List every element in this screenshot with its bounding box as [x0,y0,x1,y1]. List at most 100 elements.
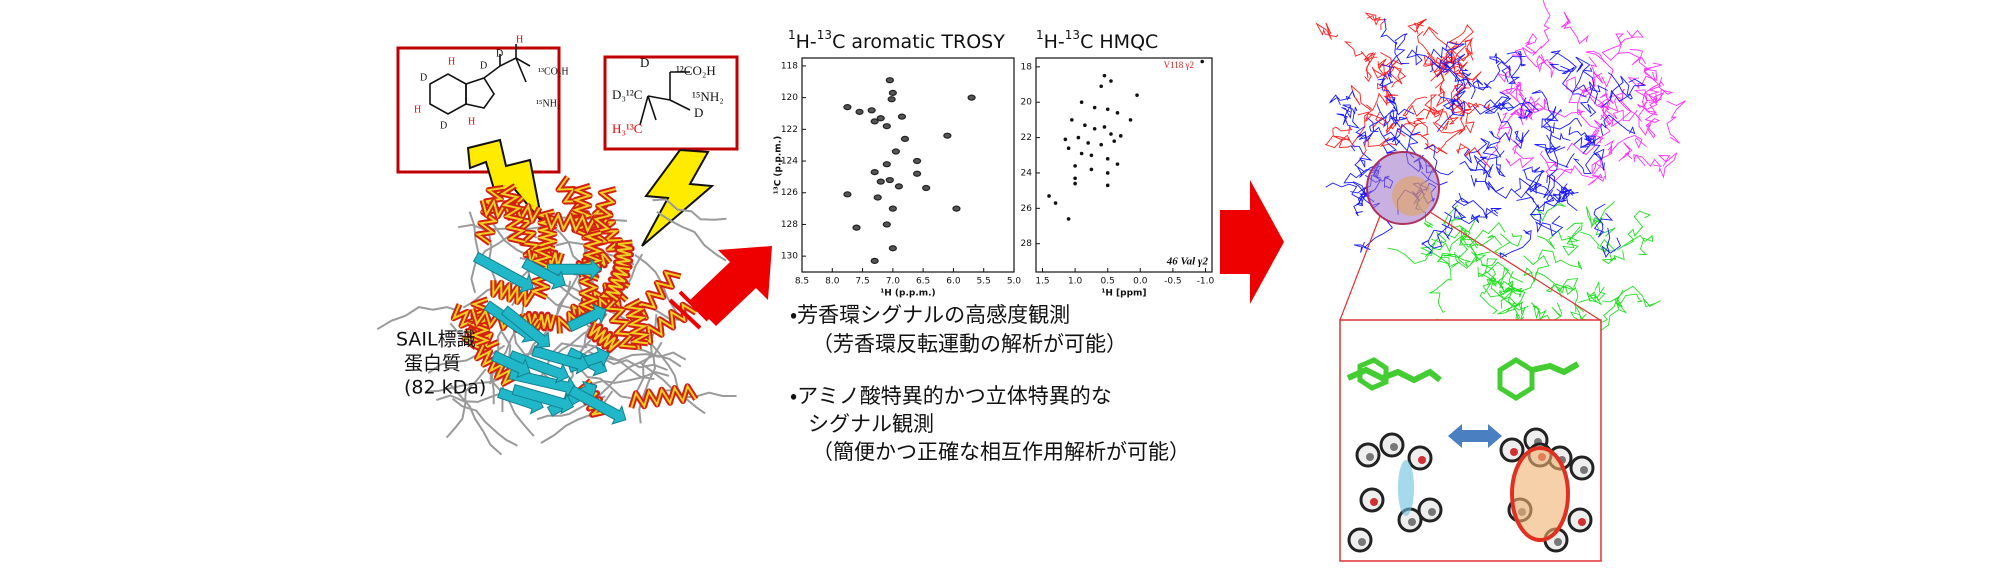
atom-core [1390,443,1398,451]
loop [445,368,487,439]
peak [1105,157,1110,161]
y-tick-label: 118 [781,61,798,71]
backbone-trace [1489,53,1526,65]
backbone-trace [1638,81,1664,136]
atom-core [1580,466,1588,474]
backbone-trace [1343,41,1372,83]
backbone-trace [1518,97,1533,120]
peak [1128,118,1133,122]
backbone-trace [1448,24,1474,53]
backbone-trace [1599,88,1625,122]
atom-balls [1347,427,1595,553]
backbone-trace [1546,183,1574,203]
highlight-site [1392,176,1432,216]
peak [1115,162,1120,166]
peak [952,205,961,212]
title-text: H- [796,31,817,53]
backbone-trace [1627,68,1658,90]
backbone-trace [1451,37,1473,67]
y-tick-label: 130 [781,252,798,262]
peak [1112,139,1117,143]
y-axis-label: ¹³C (p.p.m.) [774,136,784,194]
backbone-trace [1478,273,1518,315]
x-tick-label: 8.0 [825,277,840,287]
backbone-trace [1481,258,1498,286]
peak [1079,100,1084,105]
atom-label: D [420,72,427,83]
backbone-trace [1514,81,1525,122]
backbone-trace [1643,62,1663,96]
helix-inner [499,184,526,243]
backbone-trace [1497,64,1512,83]
title-text: H- [1044,31,1065,53]
backbone-trace [1357,111,1388,126]
chart-title: 1H-13C HMQC [1036,28,1158,53]
sheet [566,303,607,333]
backbone-trace [1430,45,1474,78]
protein-label: (82 kDa) [404,377,486,399]
zoom-line [1339,215,1381,321]
atom-core [1418,456,1426,464]
atom-core [1428,508,1436,516]
backbone-trace [1561,11,1589,45]
peak [876,115,885,122]
backbone-trace [1499,229,1532,259]
peak [1109,132,1113,136]
backbone-trace [1439,253,1471,268]
backbone-trace [1592,201,1616,237]
y-tick-label: 24 [1021,168,1033,178]
peak [1092,126,1097,131]
backbone-trace [1325,182,1364,207]
peak [870,169,879,176]
peak [1083,123,1087,128]
x-tick-label: 0.0 [1133,277,1148,287]
bullet-text: （簡便かつ正確な相互作用解析が可能） [812,440,1190,464]
backbone-trace [1537,249,1583,270]
protein-label: 蛋白質 [404,353,461,375]
backbone-trace [1315,22,1339,40]
loop [449,383,503,456]
peak [891,148,900,155]
backbone-trace [1588,56,1604,88]
backbone-trace [1587,157,1606,186]
peak [867,107,876,114]
backbone-trace [1512,48,1554,78]
atom-label: H [516,34,523,45]
backbone-trace [1568,126,1592,149]
sheet [531,345,590,375]
y-tick-label: 122 [781,125,798,135]
y-tick-label: 120 [781,93,798,103]
backbone-trace [1642,77,1674,116]
backbone-trace [1536,222,1583,250]
atom-label: ¹⁵NH₂ [536,98,560,109]
backbone-trace [1633,89,1658,108]
protein-label: SAIL標識 [396,329,476,351]
peak [1109,79,1113,83]
backbone-trace [1387,33,1408,69]
x-tick-label: -1.0 [1197,277,1215,287]
backbone-trace [1602,285,1661,308]
atom-label: D [640,55,649,70]
backbone-trace [1482,141,1506,178]
backbone-trace [1459,150,1505,173]
backbone-trace [1350,145,1373,172]
bullet-text: （芳香環反転運動の解析が可能） [812,332,1127,356]
backbone-trace [1522,33,1537,54]
backbone-trace [1589,96,1638,122]
arrow [1220,180,1284,304]
sheet [500,305,551,349]
loop [585,343,655,381]
backbone-trace [1585,206,1604,229]
chart-title: 1H-13C aromatic TROSY [788,28,1005,53]
peak [852,224,861,231]
title-superscript: 13 [1065,28,1080,42]
y-tick-label: 26 [1021,204,1033,214]
peak [1076,135,1081,140]
loop [451,397,518,447]
backbone-trace [1614,289,1643,308]
backbone-trace [1607,72,1647,100]
backbone-trace [1358,137,1397,162]
atom-core [1578,518,1586,526]
ring-edge [1398,460,1414,516]
